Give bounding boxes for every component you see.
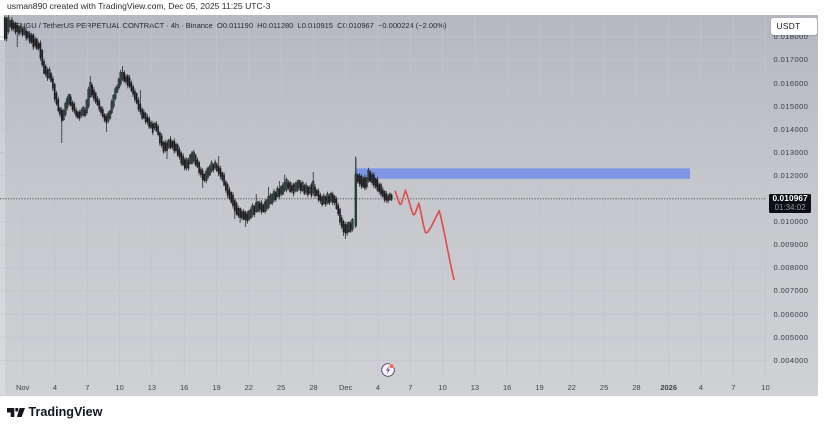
svg-text:TradingView: TradingView — [29, 405, 103, 419]
